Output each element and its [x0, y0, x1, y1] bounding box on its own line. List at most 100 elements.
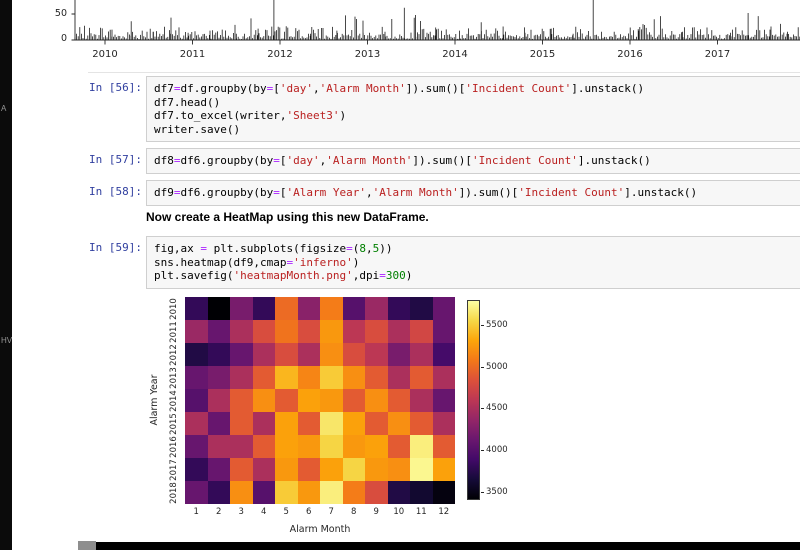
heatmap-cell: [252, 343, 275, 366]
heatmap-x-tick-label: 6: [306, 507, 312, 517]
heatmap-x-tick-label: 7: [328, 507, 334, 517]
heatmap-cell: [432, 435, 455, 458]
heatmap-cell: [432, 297, 455, 320]
heatmap-cell: [432, 458, 455, 481]
heatmap-y-tick-label: 2012: [169, 343, 179, 366]
heatmap-cell: [252, 435, 275, 458]
x-axis-tick-label: 2017: [704, 49, 731, 60]
heatmap-cell: [342, 297, 365, 320]
heatmap-cell: [387, 458, 410, 481]
heatmap-cell: [230, 320, 253, 343]
bottom-gray-block: [78, 541, 96, 550]
heatmap-cell: [410, 320, 433, 343]
heatmap-cell: [342, 412, 365, 435]
colorbar-tick-mark: [481, 491, 484, 493]
code-line: plt.savefig('heatmapMonth.png',dpi=300): [154, 269, 413, 282]
code-line: df7=df.groupby(by=['day','Alarm Month'])…: [154, 82, 645, 95]
heatmap-cell: [275, 481, 298, 504]
heatmap-cell: [365, 343, 388, 366]
heatmap-cell: [230, 481, 253, 504]
y-axis-tick-label: 0: [60, 33, 67, 44]
heatmap-cell: [275, 320, 298, 343]
heatmap-cell: [365, 458, 388, 481]
heatmap-cell: [207, 297, 230, 320]
heatmap-cell: [432, 412, 455, 435]
heatmap-x-tick-label: 12: [438, 507, 450, 517]
colorbar-tick-mark: [481, 408, 484, 410]
heatmap-cell: [252, 412, 275, 435]
heatmap-cell: [207, 389, 230, 412]
heatmap-grid: [185, 297, 455, 504]
heatmap-cell: [297, 389, 320, 412]
heatmap-cell: [252, 320, 275, 343]
heatmap-cell: [297, 320, 320, 343]
heatmap-cell: [342, 389, 365, 412]
colorbar-tick-mark: [481, 325, 484, 326]
heatmap-x-tick-label: 3: [238, 507, 244, 517]
heatmap-cell: [207, 366, 230, 389]
colorbar-tick-mark: [481, 450, 484, 451]
code-cell-editor[interactable]: fig,ax = plt.subplots(figsize=(8,5)) sns.…: [146, 236, 800, 289]
code-line: df9=df6.groupby(by=['Alarm Year','Alarm …: [154, 186, 698, 199]
heatmap-cell: [185, 458, 208, 481]
code-line: sns.heatmap(df9,cmap='inferno'): [154, 255, 360, 269]
heatmap-x-tick-label: 4: [261, 507, 267, 517]
heatmap-cell: [275, 366, 298, 389]
heatmap-cell: [387, 412, 410, 435]
heatmap-cell: [320, 343, 343, 366]
heatmap-x-tick-label: 1: [193, 507, 199, 517]
heatmap-cell: [275, 297, 298, 320]
heatmap-figure-output: Alarm Year Alarm Month 2010 2011 2012 2013 2…: [115, 293, 545, 550]
colorbar-tick-label: 4000: [486, 445, 508, 455]
heatmap-cell: [410, 458, 433, 481]
heatmap-cell: [365, 297, 388, 320]
heatmap-y-tick-label: 2013: [169, 366, 179, 389]
heatmap-cell: [387, 366, 410, 389]
y-axis-tick-label: 50: [54, 8, 67, 19]
heatmap-cell: [410, 297, 433, 320]
heatmap-cell: [252, 366, 275, 389]
heatmap-cell: [297, 458, 320, 481]
code-cell-editor[interactable]: df8=df6.groupby(by=['day','Alarm Month']…: [146, 148, 800, 174]
timeseries-chart-output: 50 0 2010 2011 2012 2013 2014 2015 2016 2017: [45, 0, 800, 70]
code-cell-editor[interactable]: df9=df6.groupby(by=['Alarm Year','Alarm …: [146, 180, 800, 206]
heatmap-cell: [320, 297, 343, 320]
heatmap-cell: [297, 435, 320, 458]
heatmap-y-axis-label: Alarm Year: [149, 374, 160, 426]
heatmap-y-tick-label: 2017: [169, 458, 179, 481]
x-axis-tick-label: 2010: [92, 49, 118, 60]
heatmap-cell: [185, 343, 208, 366]
x-axis-tick-label: 2012: [267, 49, 293, 60]
heatmap-cell: [387, 481, 410, 504]
heatmap-cell: [297, 297, 320, 320]
heatmap-cell: [320, 481, 343, 504]
heatmap-cell: [230, 343, 253, 366]
heatmap-cell: [297, 481, 320, 504]
heatmap-cell: [275, 343, 298, 366]
code-cell-editor[interactable]: df7=df.groupby(by=['day','Alarm Month'])…: [146, 76, 800, 142]
heatmap-y-tick-label: 2015: [169, 412, 179, 435]
x-axis-tick-label: 2011: [179, 49, 206, 60]
colorbar-tick-mark: [481, 366, 484, 368]
heatmap-y-tick-label: 2018: [169, 481, 179, 504]
heatmap-cell: [365, 435, 388, 458]
x-axis-tick-label: 2015: [529, 49, 556, 60]
heatmap-cell: [410, 343, 433, 366]
heatmap-cell: [297, 366, 320, 389]
x-axis-tick-label: 2013: [354, 49, 381, 60]
heatmap-cell: [320, 458, 343, 481]
bottom-black-bar: [96, 542, 800, 550]
heatmap-cell: [320, 366, 343, 389]
heatmap-cell: [230, 412, 253, 435]
heatmap-cell: [365, 481, 388, 504]
heatmap-cell: [185, 412, 208, 435]
x-axis-tick-label: 2014: [442, 49, 468, 60]
heatmap-cell: [252, 458, 275, 481]
heatmap-cell: [342, 366, 365, 389]
heatmap-cell: [410, 366, 433, 389]
heatmap-x-tick-label: 8: [351, 507, 357, 517]
heatmap-cell: [207, 320, 230, 343]
heatmap-y-tick-label: 2010: [169, 297, 179, 320]
heatmap-x-tick-label: 2: [216, 507, 222, 517]
heatmap-cell: [387, 320, 410, 343]
